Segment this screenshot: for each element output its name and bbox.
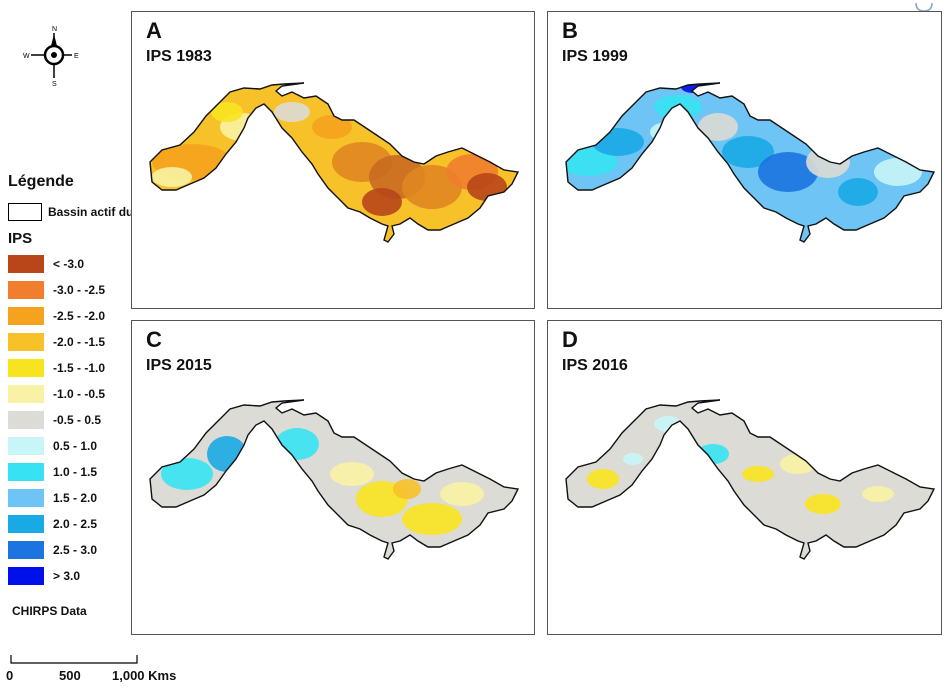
basin-outline: [565, 399, 936, 560]
legend-label: -2.0 - -1.5: [53, 335, 106, 349]
legend-item: 2.5 - 3.0: [8, 540, 97, 560]
scale-label-500: 500: [59, 668, 81, 683]
map-panel-b: B IPS 1999: [547, 11, 942, 309]
compass-e: E: [74, 53, 79, 60]
legend-label: 2.5 - 3.0: [53, 543, 98, 557]
ips-patch: [161, 458, 213, 490]
compass-s: S: [52, 81, 57, 88]
compass-n: N: [52, 26, 57, 33]
panel-letter: C: [146, 327, 162, 352]
map-a: [149, 82, 520, 243]
ips-patch: [152, 167, 192, 187]
legend-swatch: [8, 307, 44, 325]
map-b: [565, 82, 936, 243]
legend-swatch: [8, 541, 44, 559]
legend-label: -1.5 - -1.0: [53, 361, 106, 375]
ips-patch: [274, 102, 310, 122]
legend-swatch: [8, 281, 44, 299]
legend-label: -0.5 - 0.5: [53, 413, 102, 427]
legend-swatch: [8, 333, 44, 351]
legend-item: -2.5 - -2.0: [8, 306, 105, 326]
legend-label: 0.5 - 1.0: [53, 439, 98, 453]
legend-item: -1.0 - -0.5: [8, 384, 105, 404]
legend-item: -1.5 - -1.0: [8, 358, 105, 378]
panel-letter: B: [562, 18, 578, 43]
map-panel-d: D IPS 2016: [547, 320, 942, 635]
ips-patch: [623, 453, 643, 465]
map-d: [565, 399, 936, 560]
legend-swatch: [8, 385, 44, 403]
panel-title: IPS 2015: [146, 357, 212, 374]
ips-patch: [862, 486, 894, 502]
legend-swatch: [8, 463, 44, 481]
scale-label-1000: 1,000 Kms: [112, 668, 177, 683]
legend-label: > 3.0: [53, 569, 81, 583]
north-arrow-compass-icon: N S E W: [22, 22, 86, 88]
legend-label: -1.0 - -0.5: [53, 387, 106, 401]
ips-patch: [838, 178, 878, 206]
ips-patch: [440, 482, 484, 506]
legend-swatch: [8, 255, 44, 273]
legend-swatch: [8, 489, 44, 507]
panel-letter: A: [146, 18, 162, 43]
ips-patch: [312, 115, 352, 139]
panel-title: IPS 2016: [562, 357, 628, 374]
ips-patch: [207, 436, 247, 472]
map-c: [149, 399, 520, 560]
panel-letter: D: [562, 327, 578, 352]
ips-patch: [402, 503, 462, 535]
data-source-label: CHIRPS Data: [12, 604, 87, 618]
ips-patch: [219, 482, 255, 506]
ips-patch: [698, 113, 738, 141]
ips-legend-title: IPS: [8, 230, 33, 247]
ips-patch: [362, 188, 402, 216]
legend-title: Légende: [8, 173, 74, 190]
map-panel-a: A IPS 1983: [131, 11, 535, 309]
legend-swatch: [8, 411, 44, 429]
ips-patch: [780, 454, 816, 474]
ips-patch: [650, 122, 686, 142]
legend-item: 2.0 - 2.5: [8, 514, 97, 534]
legend-swatch: [8, 567, 44, 585]
scale-label-0: 0: [6, 668, 14, 683]
legend-swatch: [8, 437, 44, 455]
legend-item: 1.5 - 2.0: [8, 488, 97, 508]
legend-item: < -3.0: [8, 254, 84, 274]
basin-outline-swatch: [8, 203, 42, 221]
legend-swatch: [8, 359, 44, 377]
expand-icon[interactable]: [913, 0, 935, 12]
ips-patch: [330, 462, 374, 486]
legend-label: 1.5 - 2.0: [53, 491, 98, 505]
ips-patch: [393, 479, 421, 499]
legend-label: 1.0 - 1.5: [53, 465, 98, 479]
ips-patch: [874, 158, 922, 186]
legend-item: 1.0 - 1.5: [8, 462, 97, 482]
legend-item: -2.0 - -1.5: [8, 332, 105, 352]
legend-label: -2.5 - -2.0: [53, 309, 106, 323]
ips-patch: [654, 95, 702, 119]
compass-w: W: [23, 53, 30, 60]
basin-outline: [149, 399, 520, 560]
basin-outline: [149, 82, 520, 243]
legend-item: -3.0 - -2.5: [8, 280, 105, 300]
ips-patch: [742, 466, 774, 482]
legend-item: > 3.0: [8, 566, 80, 586]
legend-label: < -3.0: [53, 257, 85, 271]
legend-label: 2.0 - 2.5: [53, 517, 98, 531]
basin-outline: [565, 82, 936, 243]
legend-swatch: [8, 515, 44, 533]
panel-title: IPS 1983: [146, 48, 212, 65]
ips-patch: [758, 152, 818, 192]
legend-label: -3.0 - -2.5: [53, 283, 106, 297]
ips-patch: [211, 102, 243, 122]
map-panel-c: C IPS 2015: [131, 320, 535, 635]
ips-patch: [587, 469, 619, 489]
scale-bar: [10, 652, 138, 664]
panel-title: IPS 1999: [562, 48, 628, 65]
ips-patch: [722, 136, 774, 168]
legend-item: -0.5 - 0.5: [8, 410, 101, 430]
legend-item: 0.5 - 1.0: [8, 436, 97, 456]
ips-patch: [214, 495, 230, 507]
ips-patch: [805, 494, 841, 514]
